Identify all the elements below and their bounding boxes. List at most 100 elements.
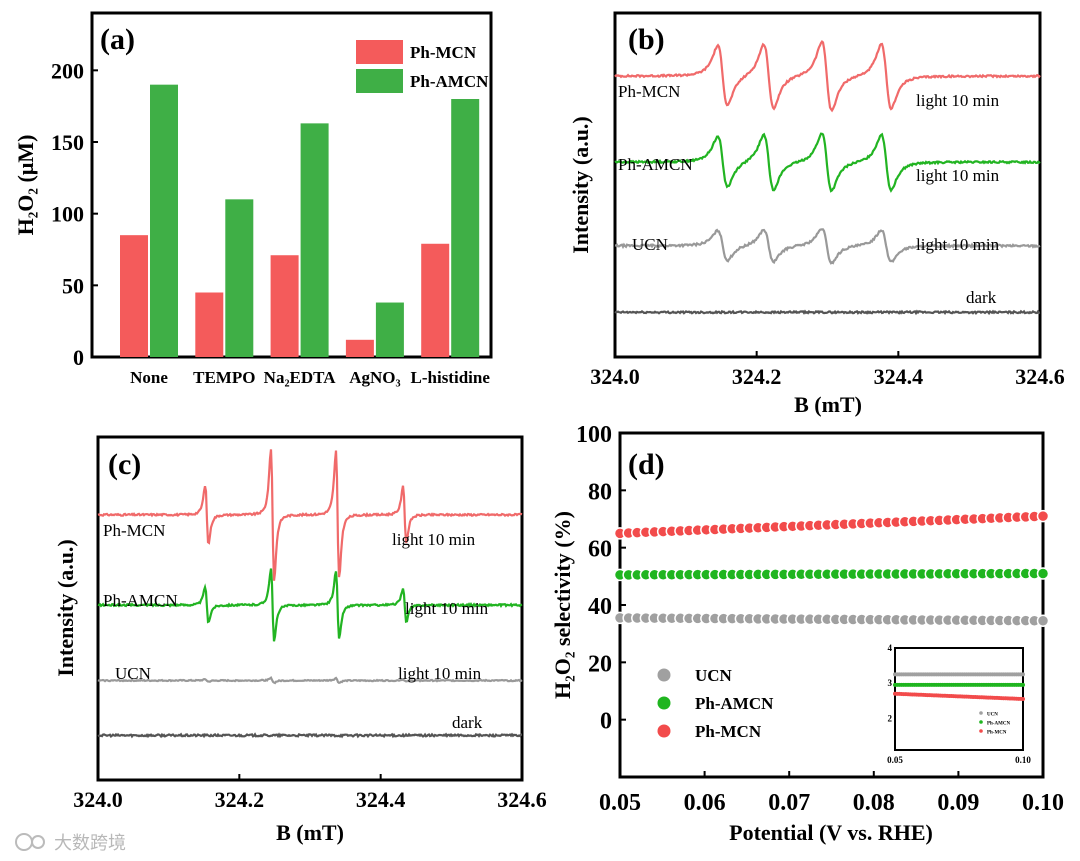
y-tick-label: 40 [588,594,612,620]
y-tick-label: 20 [588,651,612,677]
inset-legend-marker [979,729,983,733]
trace-label-ph-mcn: Ph-MCN [618,82,680,101]
legend-label-ph-mcn: Ph-MCN [695,722,762,741]
bar-ph-mcn-4 [421,243,450,357]
legend-label-ph-amcn: Ph-AMCN [410,72,489,91]
panel-b-label: (b) [628,23,665,56]
trace-ph-mcn [97,449,523,581]
x-tick-label: 324.6 [1015,364,1065,389]
category-label: Na₂EDTA [264,368,337,387]
inset-point-ph-mcn [1021,697,1025,701]
panel-b-axes-frame [613,11,1042,359]
inset-x-tick-label: 0.05 [887,755,903,765]
y-tick-label: 100 [576,422,612,448]
trace-condition-label: light 10 min [392,530,476,549]
panel-d-selectivity-chart: (d) H₂O₂ selectivity (%) Potential (V vs… [550,422,1064,845]
bar-ph-amcn-2 [300,123,329,357]
trace-condition-label: light 10 min [916,91,1000,110]
trace-ucn [614,228,1041,265]
panel-a-y-axis-label: H₂O₂ (μM) [13,135,38,236]
legend-swatch-ph-amcn [356,69,403,93]
legend-marker-ph-mcn [657,724,671,738]
inset-y-tick-label: 4 [888,643,893,653]
category-label: AgNO₃ [349,368,400,387]
panel-a-bar-chart: (a) H₂O₂ (μM) Ph-MCN Ph-AMCN 0 50 100 150 20… [13,11,493,387]
bar-ph-amcn-3 [375,302,404,357]
trace-ph-amcn [97,568,523,642]
trace-dark [614,309,1041,316]
legend-marker-ucn [657,668,671,682]
trace-ph-amcn [614,132,1041,193]
trace-condition-label: light 10 min [398,664,482,683]
x-tick-label: 0.05 [599,790,641,816]
x-tick-label: 0.10 [1022,790,1064,816]
bar-ph-mcn-3 [345,339,374,357]
category-label: TEMPO [193,368,255,387]
panel-b-y-axis-label: Intensity (a.u.) [568,116,593,254]
x-tick-label: 0.07 [768,790,810,816]
trace-label-ph-mcn: Ph-MCN [103,521,165,540]
y-tick-label: 100 [51,202,84,227]
x-tick-label: 324.0 [73,787,123,812]
trace-label-ucn: UCN [115,664,151,683]
panel-c-x-axis-label: B (mT) [276,820,344,845]
panel-c-y-axis-label: Intensity (a.u.) [53,539,78,677]
y-tick-label: 50 [62,273,84,298]
inset-legend-marker [979,711,983,715]
trace-label-ph-amcn: Ph-AMCN [103,591,178,610]
bar-ph-amcn-4 [451,99,480,357]
panel-a-label: (a) [100,23,135,56]
x-tick-label: 324.2 [215,787,265,812]
inset-point-ucn [1021,672,1025,677]
y-tick-label: 0 [73,345,84,370]
legend-label-ph-amcn: Ph-AMCN [695,694,774,713]
trace-condition-label: dark [966,288,997,307]
panel-b-epr-chart: (b) Intensity (a.u.) B (mT) 324.0 324.2 32… [568,11,1065,417]
trace-ucn [97,675,523,685]
x-tick-label: 324.2 [732,364,782,389]
legend-label-ph-mcn: Ph-MCN [410,43,477,62]
legend-marker-ph-amcn [657,696,671,710]
inset-legend-label: Ph-AMCN [987,722,1010,727]
watermark-logo-icon [15,833,45,851]
panel-d-x-axis-label: Potential (V vs. RHE) [729,820,933,845]
legend-label-ucn: UCN [695,666,733,685]
bar-ph-mcn-0 [120,235,148,357]
x-tick-label: 324.4 [356,787,406,812]
inset-y-tick-label: 3 [888,678,893,688]
x-tick-label: 0.09 [937,790,979,816]
point-ucn [1036,614,1050,628]
y-tick-label: 150 [51,130,84,155]
inset-y-tick-label: 2 [888,713,893,723]
y-tick-label: 0 [600,709,612,735]
legend-swatch-ph-mcn [356,40,403,64]
category-label: None [130,368,168,387]
panel-d-label: (d) [628,448,665,481]
y-tick-label: 200 [51,58,84,83]
trace-condition-label: light 10 min [916,166,1000,185]
point-ph-amcn [1036,567,1050,580]
x-tick-label: 0.08 [853,790,895,816]
bar-ph-amcn-1 [225,199,254,357]
panel-c-axes-frame [96,435,524,782]
y-tick-label: 80 [588,479,612,505]
x-tick-label: 0.06 [684,790,726,816]
trace-condition-label: light 10 min [916,235,1000,254]
trace-label-ucn: UCN [632,235,668,254]
trace-dark [97,732,522,739]
inset-point-ph-amcn [1021,682,1025,687]
trace-condition-label: light 10 min [405,599,489,618]
y-tick-label: 60 [588,537,612,563]
x-tick-label: 324.6 [497,787,547,812]
inset-legend-label: UCN [987,713,998,718]
inset-x-tick-label: 0.10 [1015,755,1031,765]
bar-ph-mcn-2 [270,255,299,357]
inset-legend-marker [979,720,983,724]
trace-ph-mcn [614,39,1041,113]
x-tick-label: 324.0 [590,364,640,389]
x-tick-label: 324.4 [874,364,924,389]
panel-d-y-axis-label: H₂O₂ selectivity (%) [550,511,575,699]
panel-b-x-axis-label: B (mT) [794,392,862,417]
watermark-text: 大数跨境 [54,833,126,854]
